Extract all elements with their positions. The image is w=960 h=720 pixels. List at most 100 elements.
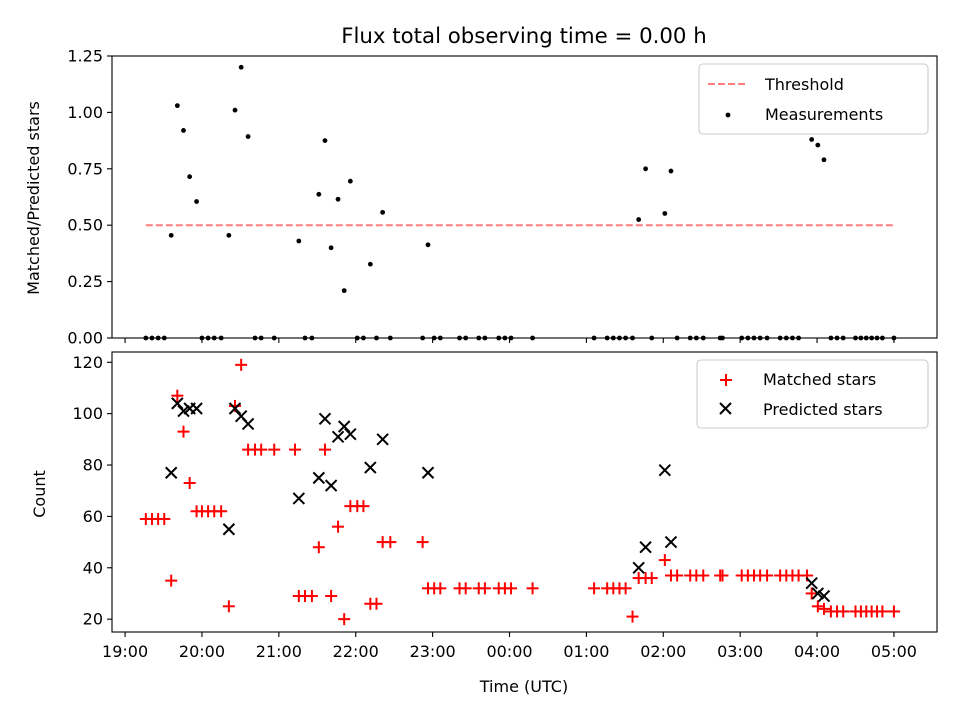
matched-star-point [817,602,830,615]
measurement-point [168,232,174,238]
measurement-point [322,138,328,144]
matched-star-point [171,389,184,402]
measurement-point [232,107,238,113]
predicted-star-point [222,523,236,536]
predicted-star-point [292,492,306,505]
measurement-point [181,128,186,133]
predicted-star-point [164,466,178,479]
predicted-star-point [318,412,332,425]
x-tick-label: 19:00 [102,642,148,661]
matched-star-point [215,505,228,518]
predicted-star-point [639,541,652,554]
matched-star-point [478,582,491,595]
matched-star-point [288,443,301,456]
predicted-star-point [632,561,645,574]
chart-title: Flux total observing time = 0.00 h [341,24,707,49]
matched-star-point [338,613,351,626]
predicted-star-point [421,466,435,479]
matched-star-point [671,569,684,582]
y-tick-label: 0.50 [67,216,103,235]
measurement-point [335,196,341,202]
y-tick-label: 20 [83,610,103,629]
x-tick-label: 02:00 [640,642,686,661]
measurement-point [821,157,827,163]
matched-star-point [761,569,774,582]
predicted-star-point [171,397,184,410]
y-tick-label: 40 [83,558,103,577]
measurements-legend-label: Measurements [765,105,883,124]
measurement-point [174,103,180,109]
matched-star-point [434,582,447,595]
measurement-point [194,199,199,204]
y-tick-label: 1.25 [67,47,103,66]
x-tick-label: 22:00 [333,642,379,661]
y-tick-label: 1.00 [67,103,103,122]
predicted-star-point [364,461,377,474]
matched-star-point [318,443,331,456]
matched-star-point [805,587,818,600]
predicted-legend-swatch [719,402,732,415]
measurement-point [367,261,373,267]
matched-star-point [305,590,318,603]
matched-star-point [505,582,518,595]
x-tick-label: 20:00 [179,642,225,661]
matched-star-point [312,541,325,554]
y-tick-label: 0.75 [67,159,103,178]
matched-star-point [626,610,639,623]
x-tick-label: 05:00 [871,642,917,661]
matched-star-point [357,500,370,513]
matched-star-point [384,536,397,549]
matched-star-point [876,605,889,618]
predicted-star-point [190,402,203,415]
matched-star-point [235,358,248,371]
matched-star-point [268,443,281,456]
measurement-point [226,232,232,238]
matched-star-point [645,572,658,585]
matched-star-point [716,569,729,582]
measurement-point [296,238,302,244]
measurement-point [815,142,821,148]
y-tick-label: 60 [83,507,103,526]
matched-star-point [183,477,196,490]
measurement-point [668,168,674,174]
matched-star-point [325,590,338,603]
threshold-legend-label: Threshold [764,75,844,94]
matched-star-point [588,582,601,595]
matched-star-point [332,520,345,533]
x-tick-label: 03:00 [717,642,763,661]
top-y-ticks: 0.00 0.25 0.50 0.75 1.00 1.25 [67,47,112,348]
measurement-point [643,166,648,172]
y-tick-label: 80 [83,456,103,475]
measurement-point [636,217,642,222]
x-tick-label: 23:00 [410,642,456,661]
matched-star-point [837,605,850,618]
y-tick-label: 100 [72,404,103,423]
x-tick-label: 00:00 [486,642,532,661]
predicted-legend-label: Predicted stars [763,400,883,419]
measurement-point [341,288,347,294]
matched-star-point [222,600,235,613]
top-legend: Threshold Measurements [698,63,929,135]
matched-star-point [165,574,178,587]
matched-star-point [811,600,824,613]
predicted-star-point [664,535,678,549]
bottom-legend: Matched stars Predicted stars [696,359,929,429]
matched-star-point [177,425,190,438]
predicted-star-point [324,479,338,492]
predicted-star-point [805,576,818,590]
x-axis-label: Time (UTC) [479,677,568,696]
measurement-point [238,64,244,70]
predicted-star-point [376,433,389,446]
y-tick-label: 120 [72,353,103,372]
x-tick-label: 21:00 [256,642,302,661]
matched-star-point [229,399,242,412]
predicted-star-point [344,427,357,441]
bottom-axes-frame [111,351,938,633]
x-tick-label: 04:00 [794,642,840,661]
matched-legend-label: Matched stars [763,370,876,389]
measurement-point [425,242,431,248]
measurement-point [347,178,353,184]
predicted-star-point [241,417,255,431]
top-y-axis-label: Matched/Predicted stars [24,101,43,295]
matched-star-point [416,536,429,549]
